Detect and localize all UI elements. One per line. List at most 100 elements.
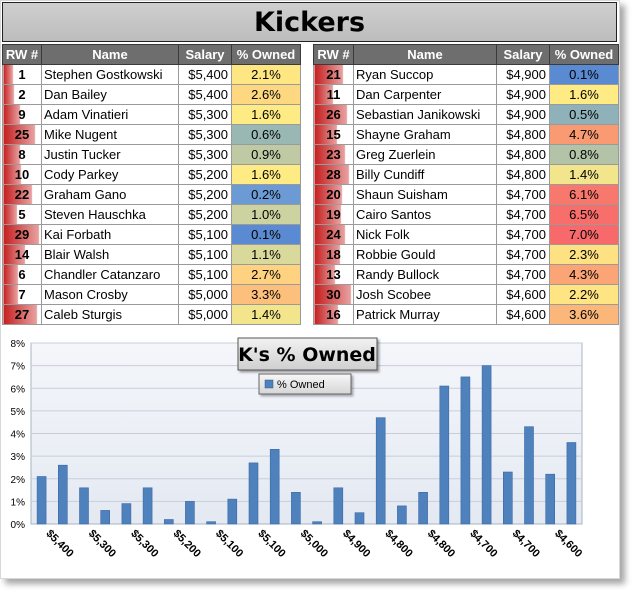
bar[interactable] — [375, 417, 386, 525]
owned-cell: 6.5% — [549, 204, 619, 225]
y-tick-label: 5% — [11, 407, 26, 418]
bar[interactable] — [57, 464, 68, 525]
bar[interactable] — [291, 492, 301, 525]
col-owned-header[interactable]: % Owned — [549, 44, 619, 65]
table-row[interactable]: 10 Cody Parkey $5,200 1.6% — [2, 164, 301, 185]
bar[interactable] — [312, 521, 322, 525]
salary-cell: $4,900 — [496, 84, 550, 105]
bar[interactable] — [460, 376, 471, 525]
owned-cell: 4.7% — [549, 124, 619, 145]
x-tick-label: $4,900 — [340, 528, 372, 560]
table-row[interactable]: 24 Nick Folk $4,700 7.0% — [313, 224, 619, 245]
owned-cell: 0.8% — [549, 144, 619, 165]
owned-cell: 2.3% — [549, 244, 619, 265]
table-row[interactable]: 20 Shaun Suisham $4,700 6.1% — [313, 184, 619, 205]
bar[interactable] — [142, 487, 153, 525]
col-salary-header[interactable]: Salary — [178, 44, 232, 65]
table-row[interactable]: 5 Steven Hauschka $5,200 1.0% — [2, 204, 301, 225]
col-name-header[interactable]: Name — [353, 44, 497, 65]
table-row[interactable]: 14 Blair Walsh $5,100 1.1% — [2, 244, 301, 265]
col-rank-header[interactable]: RW # — [2, 44, 42, 65]
name-cell: Josh Scobee — [353, 284, 497, 305]
chart-legend[interactable]: % Owned — [258, 373, 352, 395]
table-row[interactable]: 8 Justin Tucker $5,300 0.9% — [2, 144, 301, 165]
table-row[interactable]: 22 Graham Gano $5,200 0.2% — [2, 184, 301, 205]
table-row[interactable]: 30 Josh Scobee $4,600 2.2% — [313, 284, 619, 305]
table-row[interactable]: 11 Dan Carpenter $4,900 1.6% — [313, 84, 619, 105]
bar[interactable] — [164, 519, 174, 525]
y-tick-label: 2% — [11, 475, 26, 486]
rank-cell: 13 — [313, 264, 354, 285]
table-row[interactable]: 25 Mike Nugent $5,300 0.6% — [2, 124, 301, 145]
bar[interactable] — [354, 512, 365, 525]
name-cell: Steven Hauschka — [41, 204, 179, 225]
bar[interactable] — [502, 471, 513, 525]
y-tick-label: 4% — [11, 430, 26, 441]
rank-cell: 18 — [313, 244, 354, 265]
y-tick-label: 3% — [11, 452, 26, 463]
table-row[interactable]: 16 Patrick Murray $4,600 3.6% — [313, 304, 619, 325]
bar[interactable] — [439, 385, 450, 525]
owned-cell: 2.1% — [231, 64, 301, 85]
y-tick-label: 1% — [11, 497, 26, 508]
rank-cell: 10 — [2, 164, 42, 185]
rank-cell: 5 — [2, 204, 42, 225]
bar[interactable] — [248, 462, 259, 525]
sheet-frame: Kickers RW # Name Salary % Owned 1 Stephe… — [0, 0, 620, 579]
bar[interactable] — [566, 442, 577, 525]
bar[interactable] — [333, 487, 344, 525]
owned-cell: 7.0% — [549, 224, 619, 245]
table-row[interactable]: 27 Caleb Sturgis $5,000 1.4% — [2, 304, 301, 325]
table-row[interactable]: 7 Mason Crosby $5,000 3.3% — [2, 284, 301, 305]
owned-cell: 6.1% — [549, 184, 619, 205]
owned-cell: 2.6% — [231, 84, 301, 105]
col-owned-header[interactable]: % Owned — [231, 44, 301, 65]
bar[interactable] — [121, 503, 132, 525]
bar[interactable] — [545, 473, 556, 525]
table-row[interactable]: 21 Ryan Succop $4,900 0.1% — [313, 64, 619, 85]
table-row[interactable]: 6 Chandler Catanzaro $5,100 2.7% — [2, 264, 301, 285]
salary-cell: $5,400 — [178, 84, 232, 105]
table-row[interactable]: 23 Greg Zuerlein $4,800 0.8% — [313, 144, 619, 165]
x-tick-label: $5,200 — [171, 528, 203, 560]
bar[interactable] — [206, 521, 216, 525]
salary-cell: $5,100 — [178, 224, 232, 245]
table-row[interactable]: 15 Shayne Graham $4,800 4.7% — [313, 124, 619, 145]
name-cell: Randy Bullock — [353, 264, 497, 285]
salary-cell: $4,900 — [496, 104, 550, 125]
bar[interactable] — [100, 510, 110, 525]
salary-cell: $5,100 — [178, 264, 232, 285]
bar[interactable] — [418, 492, 428, 525]
y-tick-label: 8% — [11, 339, 26, 350]
name-cell: Adam Vinatieri — [41, 104, 179, 125]
col-name-header[interactable]: Name — [41, 44, 179, 65]
col-salary-header[interactable]: Salary — [496, 44, 550, 65]
bar[interactable] — [269, 449, 280, 525]
table-row[interactable]: 28 Billy Cundiff $4,800 1.4% — [313, 164, 619, 185]
salary-cell: $5,300 — [178, 144, 232, 165]
col-rank-header[interactable]: RW # — [313, 44, 354, 65]
bar[interactable] — [481, 365, 492, 525]
x-tick-label: $5,300 — [128, 528, 160, 560]
rank-cell: 28 — [313, 164, 354, 185]
owned-cell: 1.1% — [231, 244, 301, 265]
table-row[interactable]: 9 Adam Vinatieri $5,300 1.6% — [2, 104, 301, 125]
bar[interactable] — [185, 501, 195, 525]
rank-cell: 20 — [313, 184, 354, 205]
table-row[interactable]: 19 Cairo Santos $4,700 6.5% — [313, 204, 619, 225]
bar[interactable] — [79, 487, 89, 525]
table-row[interactable]: 18 Robbie Gould $4,700 2.3% — [313, 244, 619, 265]
table-row[interactable]: 1 Stephen Gostkowski $5,400 2.1% — [2, 64, 301, 85]
bar[interactable] — [524, 426, 534, 525]
salary-cell: $4,800 — [496, 144, 550, 165]
table-row[interactable]: 26 Sebastian Janikowski $4,900 0.5% — [313, 104, 619, 125]
bar[interactable] — [397, 505, 407, 525]
bar[interactable] — [36, 476, 47, 525]
table-row[interactable]: 13 Randy Bullock $4,700 4.3% — [313, 264, 619, 285]
name-cell: Ryan Succop — [353, 64, 497, 85]
bar[interactable] — [227, 498, 238, 525]
table-row[interactable]: 29 Kai Forbath $5,100 0.1% — [2, 224, 301, 245]
salary-cell: $4,700 — [496, 224, 550, 245]
name-cell: Stephen Gostkowski — [41, 64, 179, 85]
table-row[interactable]: 2 Dan Bailey $5,400 2.6% — [2, 84, 301, 105]
